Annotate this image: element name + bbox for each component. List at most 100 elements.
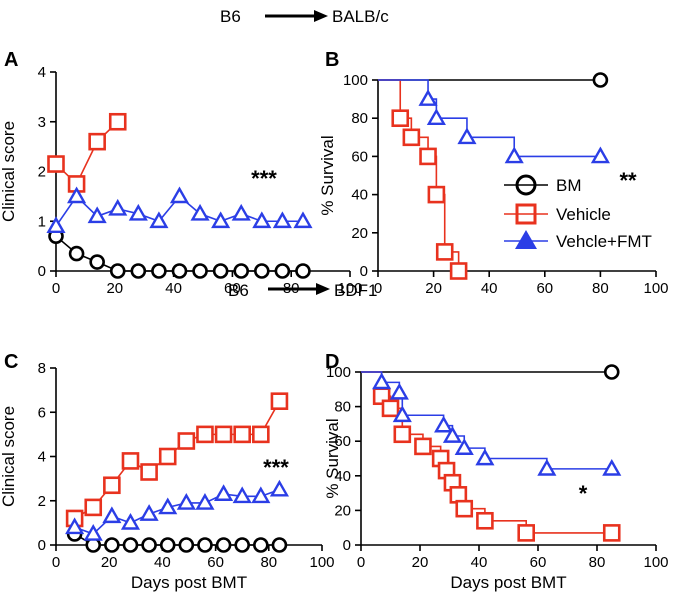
data-point-vehicle-d: [602, 524, 621, 542]
data-point-vehicle-d: [455, 499, 474, 518]
data-point-fmt-b: [418, 89, 438, 106]
x-tick-label-c: 40: [154, 554, 171, 571]
data-point-bm-a: [212, 263, 229, 279]
header-mid-from: B6: [228, 281, 249, 300]
x-tick-label-a: 100: [337, 280, 362, 297]
data-point-fmt-c: [214, 484, 234, 501]
y-tick-label-b: 100: [343, 72, 368, 89]
data-point-bm-a: [151, 263, 167, 279]
data-point-vehicle-b: [419, 147, 437, 166]
y-tick-label-d: 100: [326, 364, 351, 381]
data-point-bm-c: [178, 537, 195, 553]
data-point-fmt-c: [158, 497, 178, 515]
data-point-vehicle-c: [233, 425, 251, 444]
data-point-fmt-a: [211, 211, 231, 229]
data-point-vehicle-a: [88, 132, 106, 151]
data-point-fmt-c: [195, 493, 215, 510]
y-tick-label-b: 60: [351, 148, 368, 165]
data-point-bm-b: [592, 72, 609, 88]
data-point-vehicle-c: [84, 498, 103, 517]
y-tick-label-c: 2: [38, 493, 46, 510]
data-point-bm-a: [109, 263, 126, 279]
significance-d: *: [579, 481, 588, 506]
data-point-bm-c: [159, 537, 176, 553]
y-tick-label-b: 20: [351, 225, 368, 242]
series-line-vehicle-b: [378, 79, 460, 271]
y-tick-label-a: 1: [38, 213, 46, 230]
data-point-fmt-b: [504, 146, 524, 164]
chart-panel-a: 0 20 40 60 80 100 0 1 2 3 4 Clinical score ***: [0, 64, 363, 297]
data-point-vehicle-c: [103, 476, 121, 495]
y-tick-label-b: 80: [351, 110, 368, 127]
y-axis-title-a: Clinical score: [0, 121, 18, 222]
data-point-bm-a: [274, 263, 291, 279]
legend: BM Vehicle Vehcle+FMT: [504, 174, 652, 251]
x-tick-label-c: 80: [260, 554, 277, 571]
y-tick-label-d: 0: [343, 537, 351, 554]
data-point-bm-a: [171, 263, 188, 279]
data-point-bm-d: [603, 364, 620, 380]
data-point-bm-c: [122, 537, 139, 553]
legend-label-fmt: Vehcle+FMT: [556, 232, 652, 251]
data-point-bm-a: [192, 263, 208, 279]
panel-letter-c: C: [4, 351, 18, 373]
y-tick-label-d: 20: [334, 502, 351, 519]
data-point-fmt-d: [602, 458, 622, 476]
data-point-fmt-a: [272, 211, 292, 229]
data-point-fmt-a: [87, 206, 107, 224]
header-top-to: BALB/c: [332, 7, 389, 26]
data-point-vehicle-a: [47, 155, 65, 173]
legend-marker-vehicle: [515, 203, 537, 225]
y-axis-title-d: % Survival: [323, 418, 342, 498]
data-point-fmt-c: [232, 486, 252, 504]
data-point-fmt-a: [231, 203, 251, 221]
x-tick-label-d: 40: [471, 554, 488, 571]
data-point-vehicle-c: [196, 425, 214, 444]
data-point-vehicle-c: [252, 425, 270, 444]
data-point-vehicle-c: [177, 432, 196, 450]
header-top: B6 BALB/c: [220, 7, 389, 26]
panel-letter-d: D: [325, 351, 339, 373]
y-tick-label-d: 60: [334, 433, 351, 450]
y-tick-label-c: 0: [38, 537, 46, 554]
x-tick-label-a: 80: [283, 280, 300, 297]
x-axis-title-d: Days post BMT: [450, 573, 566, 592]
data-point-fmt-d: [434, 415, 454, 433]
y-tick-label-d: 80: [334, 399, 351, 416]
data-point-fmt-c: [251, 486, 271, 504]
y-axis-title-c: Clinical score: [0, 406, 18, 507]
series-line-fmt-c: [74, 488, 280, 535]
header-top-from: B6: [220, 7, 241, 26]
x-axis-title-c: Days post BMT: [131, 573, 247, 592]
data-point-vehicle-d: [476, 511, 494, 530]
data-point-fmt-c: [102, 506, 122, 524]
header-mid-arrow-head: [316, 283, 330, 295]
data-point-vehicle-d: [414, 437, 432, 456]
data-point-fmt-b: [426, 108, 446, 126]
x-tick-label-b: 60: [536, 280, 553, 297]
y-tick-label-b: 40: [351, 187, 368, 204]
data-point-fmt-b: [457, 127, 477, 145]
data-point-vehicle-d: [517, 524, 536, 542]
data-point-fmt-a: [149, 211, 169, 229]
data-point-bm-a: [68, 245, 85, 262]
data-point-bm-a: [295, 263, 311, 279]
header-mid: B6 BDF1: [228, 281, 377, 300]
data-point-fmt-c: [176, 493, 196, 510]
x-tick-label-c: 0: [52, 554, 60, 571]
significance-b: **: [619, 168, 637, 193]
data-point-bm-c: [197, 537, 213, 553]
chart-panel-d: 0 20 40 60 80 100 0 20 40 60 80 100 % Survival Days p…: [323, 364, 669, 592]
panel-letter-a: A: [4, 49, 18, 71]
data-point-bm-c: [253, 537, 269, 553]
y-tick-label-c: 6: [38, 404, 46, 421]
data-point-fmt-d: [454, 438, 474, 455]
data-point-fmt-d: [475, 448, 495, 466]
data-point-fmt-a: [252, 211, 272, 229]
data-point-fmt-b: [590, 146, 610, 164]
data-point-bm-c: [141, 537, 157, 553]
data-point-bm-a: [233, 263, 250, 279]
